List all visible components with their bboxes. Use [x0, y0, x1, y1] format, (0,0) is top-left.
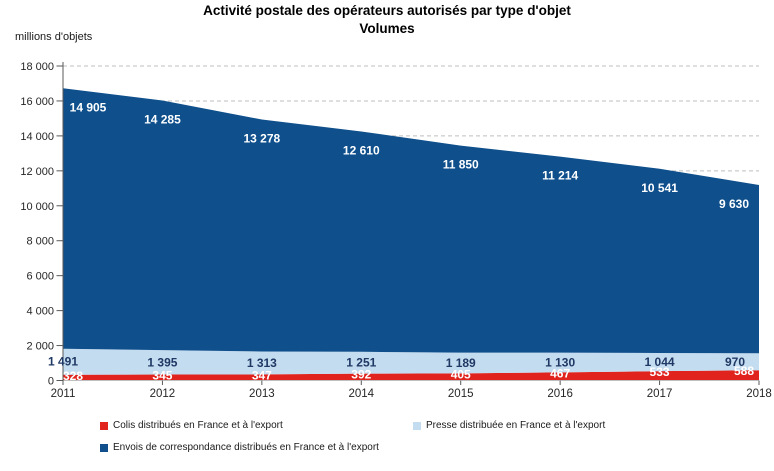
data-label-series-1: 1 313 — [247, 356, 277, 370]
legend-swatch-presse — [413, 421, 421, 430]
y-tick-label: 10 000 — [20, 201, 54, 213]
data-label-series-2: 14 285 — [144, 113, 181, 127]
y-tick-label: 4 000 — [26, 306, 54, 318]
y-tick-label: 16 000 — [20, 96, 54, 108]
data-label-series-1: 1 491 — [48, 355, 78, 369]
data-label-series-0: 328 — [63, 369, 83, 383]
data-label-series-2: 12 610 — [343, 143, 380, 157]
legend-item-envois: Envois de correspondance distribués en F… — [100, 442, 765, 453]
data-label-series-1: 1 395 — [147, 355, 177, 369]
data-label-series-0: 467 — [550, 366, 570, 380]
data-label-series-1: 1 130 — [545, 355, 575, 369]
chart-title-line1: Activité postale des opérateurs autorisé… — [203, 3, 571, 18]
y-tick-label: 6 000 — [26, 271, 54, 283]
legend-item-colis: Colis distribués en France et à l'export — [100, 420, 413, 431]
data-label-series-2: 11 850 — [443, 158, 479, 172]
data-label-series-2: 9 630 — [719, 197, 749, 211]
legend-item-presse: Presse distribuée en France et à l'expor… — [413, 420, 605, 431]
x-tick-label: 2011 — [51, 388, 76, 400]
y-axis-unit-label: millions d'objets — [15, 31, 93, 43]
data-label-series-0: 347 — [252, 368, 272, 382]
x-tick-label: 2013 — [249, 388, 275, 400]
data-label-series-1: 1 251 — [346, 356, 376, 370]
legend-label-colis: Colis distribués en France et à l'export — [113, 420, 283, 431]
y-tick-label: 8 000 — [26, 236, 54, 248]
area-series-1 — [63, 348, 759, 375]
area-series-0 — [63, 370, 759, 381]
y-tick-label: 12 000 — [20, 166, 54, 178]
data-label-series-0: 405 — [451, 367, 471, 381]
chart-title-line2: Volumes — [359, 21, 415, 36]
chart-title: Activité postale des opérateurs autorisé… — [0, 2, 774, 38]
legend: Colis distribués en France et à l'export… — [100, 420, 765, 453]
legend-swatch-colis — [100, 421, 108, 430]
y-tick-label: 14 000 — [20, 131, 54, 143]
data-label-series-0: 588 — [734, 364, 754, 378]
y-tick-label: 18 000 — [20, 61, 54, 73]
legend-swatch-envois — [100, 443, 108, 452]
data-label-series-2: 13 278 — [244, 131, 281, 145]
data-label-series-0: 533 — [650, 365, 670, 379]
legend-label-presse: Presse distribuée en France et à l'expor… — [426, 420, 606, 431]
data-label-series-2: 14 905 — [70, 100, 107, 114]
data-label-series-1: 1 044 — [645, 355, 675, 369]
data-label-series-2: 11 214 — [542, 169, 578, 183]
legend-label-envois: Envois de correspondance distribués en F… — [113, 442, 379, 453]
data-label-series-1: 1 189 — [446, 356, 476, 370]
area-series-2 — [63, 88, 759, 354]
x-tick-label: 2012 — [150, 388, 176, 400]
x-tick-label: 2016 — [547, 388, 573, 400]
x-tick-label: 2017 — [647, 388, 673, 400]
y-tick-label: 2 000 — [26, 341, 54, 353]
x-tick-label: 2015 — [448, 388, 474, 400]
data-label-series-0: 392 — [351, 368, 371, 382]
x-tick-label: 2018 — [746, 388, 772, 400]
y-tick-label: 0 — [48, 376, 54, 388]
x-tick-label: 2014 — [348, 388, 374, 400]
data-label-series-2: 10 541 — [641, 181, 678, 195]
data-label-series-0: 345 — [152, 368, 172, 382]
data-label-series-1: 970 — [725, 355, 745, 369]
